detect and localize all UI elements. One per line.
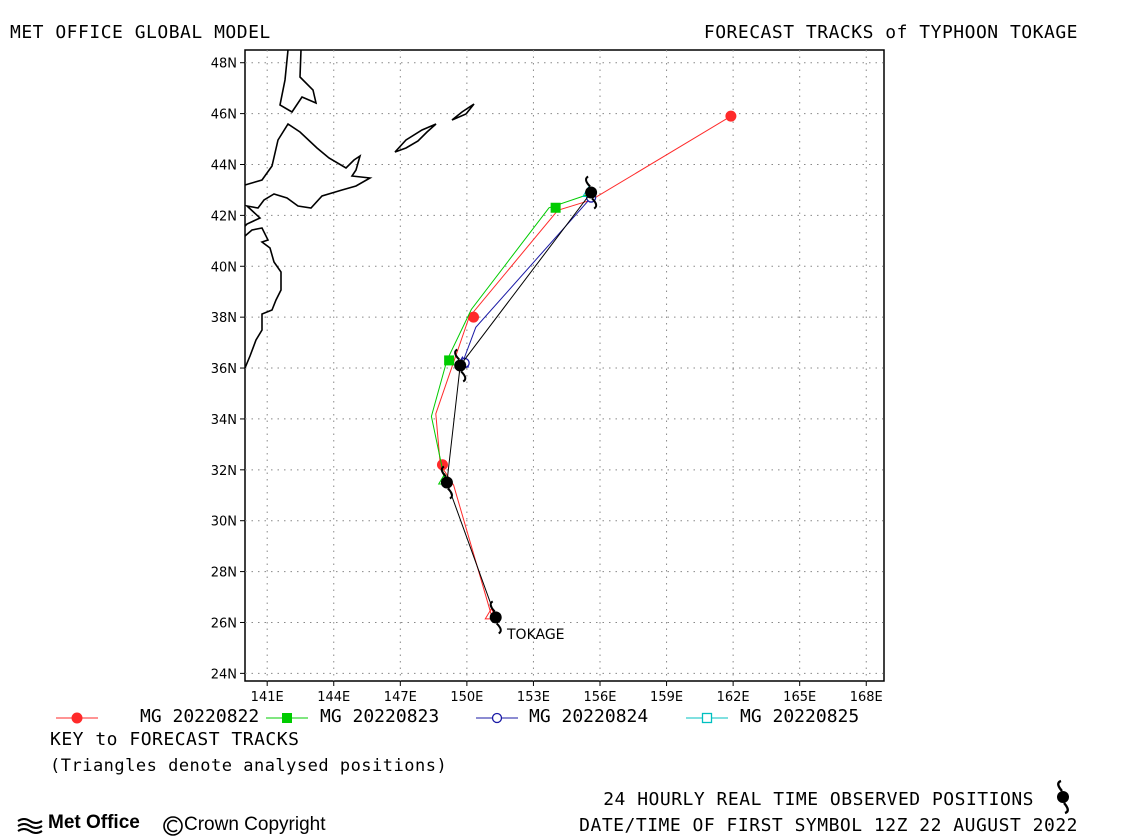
typhoon-position-icon [440,465,453,500]
legend-marker [71,712,83,724]
first-symbol-datetime: DATE/TIME OF FIRST SYMBOL 12Z 22 AUGUST … [579,815,1078,836]
forecast-marker [468,311,480,323]
legend-item-20220824: MG 20220824 [529,706,649,727]
forecast-marker [550,202,561,213]
tick-label-lat: 42N [211,209,237,224]
tick-label-lat: 38N [211,311,237,326]
typhoon-symbol-icon [1057,779,1069,815]
tick-label-lon: 168E [850,690,883,705]
coastline-kuril-mid [394,123,437,153]
tick-label-lat: 26N [211,616,237,631]
header-right-title: FORECAST TRACKS of TYPHOON TOKAGE [703,22,1078,43]
map-grid: 141E 144E 147E 150E 153E 156E 159E 162E 165E 168E… [211,50,884,705]
typhoon-position-icon [585,175,598,210]
storm-name-label: TOKAGE [506,627,565,643]
tick-label-lat: 36N [211,362,237,377]
tick-label-lon: 165E [783,690,816,705]
tick-label-lon: 162E [717,690,750,705]
forecast-track-line [461,197,592,364]
forecast-marker [444,355,455,366]
coastline-hokkaido [244,122,373,227]
tick-label-lon: 141E [251,690,284,705]
tick-label-lon: 153E [517,690,550,705]
tick-label-lon: 147E [384,690,417,705]
typhoon-position-icon [454,348,467,383]
legend-marker [282,713,292,723]
typhoon-position-icon [489,600,502,635]
header-left-title: MET OFFICE GLOBAL MODEL [10,22,271,43]
observed-positions-layer [440,175,598,635]
coastline-honshu-north [244,227,282,369]
forecast-marker [725,110,737,122]
key-title: KEY to FORECAST TRACKS [50,729,300,750]
tick-label-lat: 30N [211,515,237,530]
tick-label-lon: 156E [583,690,616,705]
coastline-kuril-south [279,49,318,114]
tick-label-lon: 144E [317,690,350,705]
met-office-logo-text: Met Office [48,812,140,833]
plot-frame [244,49,885,682]
tick-label-lat: 46N [211,108,237,123]
tick-label-lat: 44N [211,158,237,173]
legend-item-20220823: MG 20220823 [320,706,440,727]
tick-label-lon: 159E [650,690,683,705]
copyright-notice: Crown Copyright [162,814,326,836]
legend-icons [56,712,728,724]
legend-item-20220825: MG 20220825 [740,706,860,727]
copyright-text: Crown Copyright [184,814,326,835]
copyright-icon [163,816,183,836]
legend-marker [491,712,503,724]
tick-label-lat: 40N [211,260,237,275]
tick-label-lat: 28N [211,566,237,581]
coastline-kuril-east [451,103,475,121]
observed-track-line [446,192,592,618]
tick-label-lat: 32N [211,464,237,479]
key-note: (Triangles denote analysed positions) [50,756,448,776]
met-office-logo-icon [17,818,43,834]
met-office-logo: Met Office [16,812,140,834]
legend-marker [701,712,713,724]
observed-positions-label: 24 HOURLY REAL TIME OBSERVED POSITIONS [603,789,1034,810]
tick-label-lat: 48N [211,57,237,72]
tick-label-lat: 34N [211,413,237,428]
tick-label-lat: 24N [211,667,237,682]
coastline-japan [244,49,475,369]
tick-label-lon: 150E [450,690,483,705]
legend-item-20220822: MG 20220822 [140,706,260,727]
